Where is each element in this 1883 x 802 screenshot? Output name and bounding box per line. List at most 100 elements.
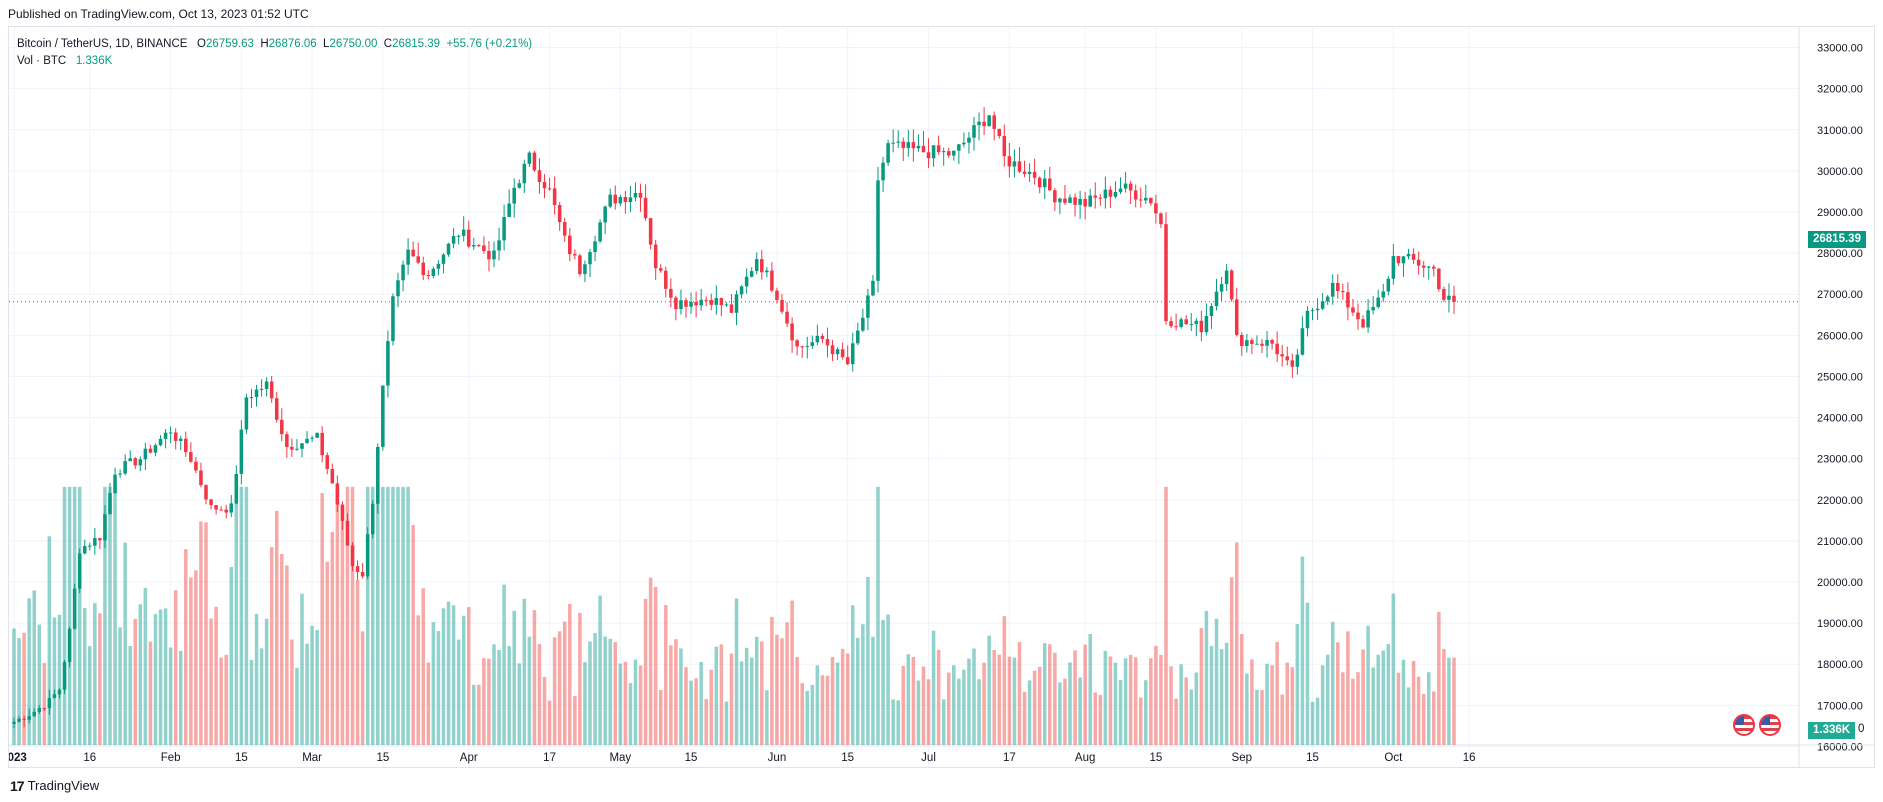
footer-brand[interactable]: 17 TradingView — [10, 776, 99, 796]
volume-bar — [790, 600, 794, 745]
candle-body — [765, 270, 769, 273]
candle-body — [729, 304, 734, 313]
candle-body — [1042, 178, 1047, 188]
candle-body — [957, 144, 961, 151]
volume-bar — [1073, 650, 1077, 745]
candle-body — [664, 270, 668, 289]
candle-body — [259, 388, 264, 390]
us-event-flag-icon[interactable] — [1733, 714, 1755, 736]
candle-body — [67, 628, 72, 663]
us-event-flag-icon[interactable] — [1759, 714, 1781, 736]
candle-body — [163, 432, 168, 439]
volume-bar — [1376, 654, 1380, 745]
volume-bar — [825, 675, 830, 745]
candle-body — [108, 493, 112, 515]
volume-bar — [466, 607, 471, 745]
candle-body — [1341, 290, 1345, 293]
candle-body — [57, 689, 62, 695]
volume-bar — [431, 622, 436, 745]
candle-body — [426, 275, 431, 277]
volume-bar — [1098, 694, 1103, 745]
time-tick-label: May — [609, 752, 631, 764]
candle-body — [295, 448, 299, 450]
candle-body — [1037, 177, 1042, 188]
chart-pane[interactable]: 16000.00 17000.00 18000.00 19000.00 20000.00… — [8, 26, 1875, 768]
volume-bar — [754, 636, 759, 745]
candle-body — [1305, 310, 1310, 329]
volume-bar — [613, 642, 618, 745]
candle-body — [376, 446, 380, 504]
volume-zero-label: 0 — [1858, 723, 1865, 735]
volume-bar — [800, 683, 804, 745]
candle-body — [1022, 171, 1027, 174]
volume-bar — [1371, 667, 1375, 745]
candle-body — [401, 264, 405, 281]
volume-bar — [355, 579, 360, 745]
volume-bar — [376, 486, 380, 745]
volume-label[interactable]: Vol · BTC — [17, 55, 67, 67]
volume-bar — [866, 577, 870, 745]
volume-bar — [1123, 658, 1128, 745]
candlestick-chart[interactable]: 16000.00 17000.00 18000.00 19000.00 20000.00… — [9, 27, 1874, 767]
candle-body — [123, 461, 127, 474]
volume-bar — [1048, 644, 1052, 745]
volume-bar — [67, 486, 72, 745]
volume-bar — [1108, 656, 1113, 745]
symbol-title[interactable]: Bitcoin / TetherUS, 1D, BINANCE — [17, 38, 188, 50]
volume-bar — [113, 490, 117, 745]
volume-bar — [861, 624, 865, 745]
candle-body — [153, 445, 158, 453]
volume-bar — [820, 675, 825, 745]
candle-body — [856, 330, 860, 344]
time-tick-label: Oct — [1384, 752, 1403, 764]
candle-body — [365, 534, 370, 577]
candle-body — [573, 254, 577, 256]
volume-bar — [1204, 610, 1209, 745]
volume-bar — [623, 661, 628, 745]
candle-body — [1012, 161, 1017, 167]
volume-bar — [396, 486, 400, 745]
candle-body — [1179, 319, 1183, 327]
candle-body — [689, 301, 693, 307]
volume-bar — [209, 618, 213, 745]
volume-bar — [684, 667, 688, 745]
volume-bar — [881, 620, 885, 745]
volume-bar — [264, 618, 269, 745]
time-tick-label: 2023 — [9, 752, 27, 764]
volume-bar — [578, 612, 582, 745]
volume-bar — [1159, 654, 1163, 745]
volume-bar — [1341, 672, 1345, 745]
candle-body — [952, 150, 956, 156]
volume-bar — [835, 662, 840, 745]
volume-bar — [502, 584, 506, 745]
candle-body — [825, 339, 830, 346]
candle-body — [1063, 198, 1067, 203]
volume-bar — [1224, 642, 1229, 745]
candle-body — [785, 311, 789, 324]
volume-bar — [219, 657, 223, 745]
candle-body — [1199, 320, 1204, 333]
high-label: H — [260, 38, 269, 50]
candle-body — [800, 346, 804, 348]
volume-bar — [204, 522, 208, 745]
volume-bar — [1336, 642, 1340, 745]
volume-bar — [1068, 662, 1072, 745]
volume-bar — [1083, 644, 1087, 745]
volume-bar — [972, 648, 976, 745]
volume-bar — [259, 648, 264, 745]
candle-body — [608, 194, 612, 207]
volume-bar — [370, 486, 375, 745]
time-tick-label: Aug — [1075, 752, 1095, 764]
volume-bar — [664, 605, 668, 745]
volume-bar — [1184, 677, 1188, 745]
volume-bar — [527, 636, 532, 745]
candle-body — [820, 335, 825, 340]
volume-bar — [1416, 676, 1421, 745]
candle-body — [1315, 308, 1320, 311]
volume-bar — [57, 614, 62, 745]
volume-bar — [997, 654, 1002, 745]
candle-body — [118, 473, 122, 475]
candle-body — [1027, 171, 1032, 174]
tradingview-logo-icon: 17 — [10, 778, 25, 794]
candle-body — [1053, 190, 1057, 203]
